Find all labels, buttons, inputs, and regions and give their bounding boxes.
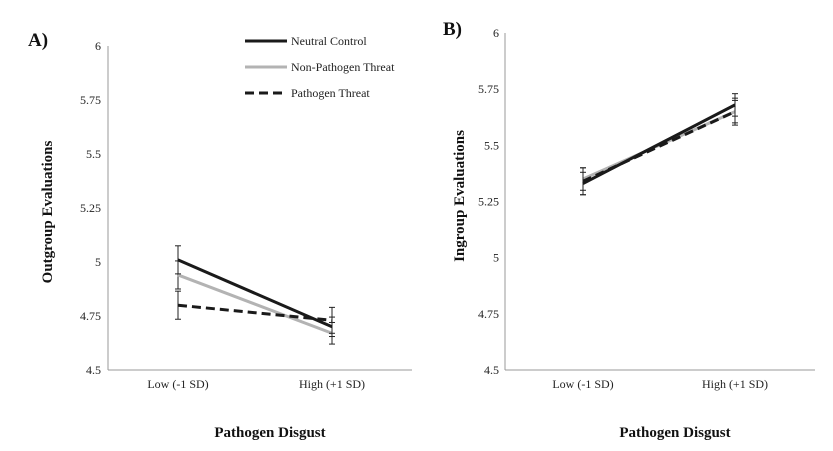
panel-b-x-tick-low: Low (-1 SD)	[552, 377, 613, 391]
legend-label-neutral-control: Neutral Control	[291, 34, 367, 48]
panel-a-line-non-pathogen-threat	[177, 273, 333, 335]
panel-a-y-tick-label: 5.5	[86, 147, 101, 161]
panel-b-letter: B)	[443, 19, 462, 40]
legend-label-pathogen-threat: Pathogen Threat	[291, 86, 370, 100]
panel-b-y-tick-label: 4.5	[484, 363, 499, 377]
panel-a-y-tick-label: 5.75	[80, 93, 101, 107]
panel-a-line-neutral-control	[177, 258, 333, 329]
panel-a-line-pathogen-threat	[177, 303, 333, 322]
panel-b-series	[580, 93, 738, 196]
panel-a-series	[175, 245, 335, 345]
panel-a-y-tick-label: 6	[95, 39, 101, 53]
panel-b-y-tick-labels: 4.5 4.75 5 5.25 5.5 5.75 6	[478, 26, 499, 377]
panel-a: A) 4.5 4.75 5 5.25 5.5 5.75 6 Low (-1 SD) High…	[28, 30, 412, 441]
panel-b-y-tick-label: 5.75	[478, 82, 499, 96]
panel-a-y-tick-label: 4.5	[86, 363, 101, 377]
panel-b-line-neutral-control	[582, 103, 736, 185]
panel-a-y-tick-label: 4.75	[80, 309, 101, 323]
legend-label-non-pathogen-threat: Non-Pathogen Threat	[291, 60, 395, 74]
panel-b-y-axis-title: Ingroup Evaluations	[452, 130, 468, 262]
panel-a-series-non-pathogen-threat	[175, 260, 335, 345]
panel-a-y-tick-label: 5.25	[80, 201, 101, 215]
panel-b: B) 4.5 4.75 5 5.25 5.5 5.75 6 Low (-1 SD) High…	[443, 19, 815, 441]
panel-a-letter: A)	[28, 30, 48, 51]
panel-a-y-tick-label: 5	[95, 255, 101, 269]
panel-a-series-neutral-control	[175, 245, 335, 338]
panel-b-x-tick-high: High (+1 SD)	[702, 377, 768, 391]
legend: Neutral Control Non-Pathogen Threat Path…	[245, 34, 395, 100]
panel-b-y-tick-label: 5.5	[484, 138, 499, 152]
panel-a-x-tick-low: Low (-1 SD)	[147, 377, 208, 391]
panel-a-y-axis-title: Outgroup Evaluations	[40, 140, 56, 283]
panel-b-y-tick-label: 5	[493, 251, 499, 265]
panel-b-series-neutral-control	[580, 93, 738, 196]
panel-a-series-pathogen-threat	[175, 290, 335, 334]
panel-b-y-tick-label: 6	[493, 26, 499, 40]
panel-a-y-tick-labels: 4.5 4.75 5 5.25 5.5 5.75 6	[80, 39, 101, 377]
panel-a-x-tick-high: High (+1 SD)	[299, 377, 365, 391]
panel-b-x-axis-title: Pathogen Disgust	[619, 425, 730, 441]
panel-b-y-tick-label: 5.25	[478, 195, 499, 209]
panel-a-x-axis-title: Pathogen Disgust	[214, 425, 325, 441]
panel-b-y-tick-label: 4.75	[478, 307, 499, 321]
